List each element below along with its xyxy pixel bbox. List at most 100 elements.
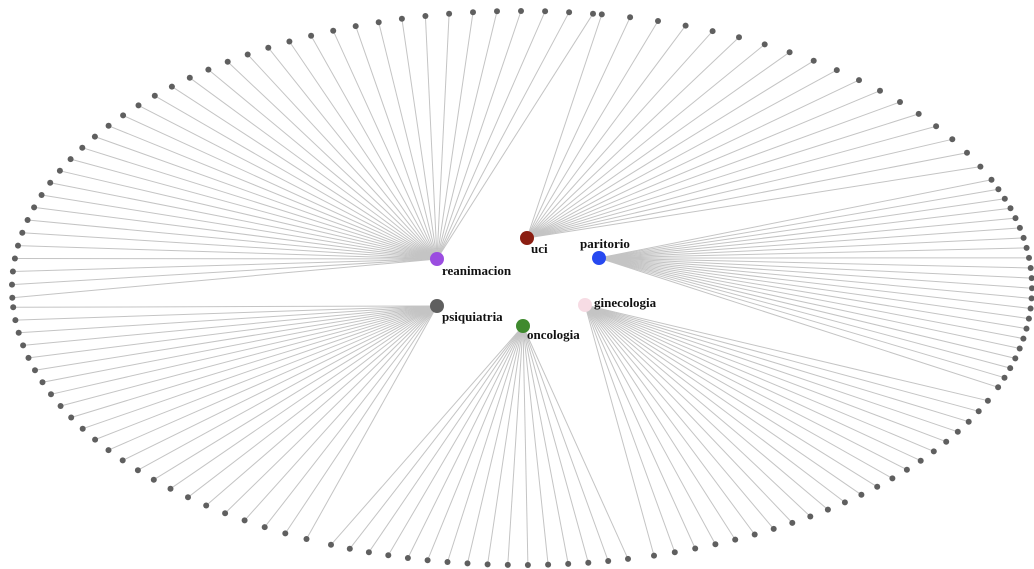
leaf-node-ginecologia[interactable] [889, 475, 896, 482]
leaf-node-paritorio[interactable] [1016, 345, 1023, 352]
leaf-node-psiquiatria[interactable] [134, 467, 141, 474]
leaf-node-oncologia[interactable] [365, 549, 372, 556]
leaf-node-paritorio[interactable] [1026, 254, 1032, 261]
leaf-node-reanimacion[interactable] [352, 23, 359, 30]
leaf-node-psiquiatria[interactable] [150, 476, 157, 483]
leaf-node-uci[interactable] [877, 87, 883, 94]
leaf-node-psiquiatria[interactable] [203, 502, 210, 509]
leaf-node-paritorio[interactable] [1020, 234, 1027, 241]
leaf-node-ginecologia[interactable] [943, 438, 950, 445]
leaf-node-reanimacion[interactable] [330, 27, 337, 34]
leaf-node-psiquiatria[interactable] [167, 485, 174, 492]
hub-node-paritorio[interactable]: paritorio [580, 236, 630, 265]
leaf-node-paritorio[interactable] [1007, 365, 1014, 372]
leaf-node-reanimacion[interactable] [308, 32, 315, 39]
leaf-node-reanimacion[interactable] [120, 112, 127, 119]
leaf-node-paritorio[interactable] [995, 384, 1002, 391]
leaf-node-reanimacion[interactable] [15, 242, 21, 249]
leaf-node-paritorio[interactable] [1027, 265, 1034, 271]
leaf-node-reanimacion[interactable] [205, 66, 212, 73]
leaf-node-uci[interactable] [598, 11, 605, 18]
leaf-node-reanimacion[interactable] [19, 229, 26, 236]
leaf-node-ginecologia[interactable] [807, 513, 814, 520]
leaf-node-paritorio[interactable] [1028, 295, 1034, 302]
leaf-node-reanimacion[interactable] [67, 156, 74, 163]
leaf-node-reanimacion[interactable] [9, 268, 16, 275]
leaf-node-ginecologia[interactable] [874, 483, 881, 490]
leaf-node-oncologia[interactable] [424, 557, 431, 564]
leaf-node-reanimacion[interactable] [566, 9, 573, 16]
leaf-node-oncologia[interactable] [605, 558, 612, 564]
leaf-node-reanimacion[interactable] [9, 281, 15, 288]
leaf-node-psiquiatria[interactable] [32, 367, 38, 374]
leaf-node-reanimacion[interactable] [542, 8, 549, 15]
leaf-node-oncologia[interactable] [504, 561, 511, 568]
leaf-node-ginecologia[interactable] [789, 519, 796, 526]
leaf-node-uci[interactable] [833, 67, 840, 74]
leaf-node-reanimacion[interactable] [151, 92, 158, 99]
leaf-node-psiquiatria[interactable] [39, 379, 46, 386]
leaf-node-reanimacion[interactable] [79, 144, 86, 151]
leaf-node-reanimacion[interactable] [186, 74, 193, 81]
hub-circle[interactable] [520, 231, 534, 245]
leaf-node-uci[interactable] [933, 123, 940, 130]
leaf-node-paritorio[interactable] [1029, 285, 1034, 292]
leaf-node-ginecologia[interactable] [671, 549, 678, 556]
leaf-node-reanimacion[interactable] [105, 122, 112, 129]
leaf-node-reanimacion[interactable] [47, 179, 54, 186]
leaf-node-uci[interactable] [655, 18, 661, 24]
leaf-node-uci[interactable] [736, 34, 742, 41]
leaf-node-uci[interactable] [915, 110, 922, 117]
leaf-node-oncologia[interactable] [404, 555, 411, 561]
leaf-node-psiquiatria[interactable] [241, 517, 248, 524]
leaf-node-ginecologia[interactable] [770, 525, 777, 532]
leaf-node-reanimacion[interactable] [38, 192, 45, 198]
leaf-node-oncologia[interactable] [464, 560, 471, 567]
leaf-node-paritorio[interactable] [1012, 215, 1019, 222]
leaf-node-oncologia[interactable] [346, 545, 353, 552]
leaf-node-ginecologia[interactable] [651, 552, 657, 559]
leaf-node-psiquiatria[interactable] [119, 457, 126, 464]
leaf-node-reanimacion[interactable] [31, 204, 38, 211]
leaf-node-oncologia[interactable] [545, 561, 552, 568]
leaf-node-reanimacion[interactable] [168, 83, 175, 90]
leaf-node-ginecologia[interactable] [975, 408, 982, 415]
leaf-node-psiquiatria[interactable] [185, 494, 191, 501]
hub-circle[interactable] [516, 319, 530, 333]
leaf-node-paritorio[interactable] [1001, 374, 1008, 381]
leaf-node-reanimacion[interactable] [470, 9, 476, 16]
hub-circle[interactable] [430, 299, 444, 313]
leaf-node-oncologia[interactable] [625, 555, 631, 562]
leaf-node-ginecologia[interactable] [732, 536, 739, 543]
hub-node-reanimacion[interactable]: reanimacion [430, 252, 512, 278]
leaf-node-paritorio[interactable] [1028, 275, 1034, 282]
leaf-node-psiquiatria[interactable] [68, 414, 75, 421]
leaf-node-reanimacion[interactable] [590, 10, 596, 17]
leaf-node-uci[interactable] [949, 136, 956, 143]
leaf-node-oncologia[interactable] [565, 560, 572, 567]
leaf-node-ginecologia[interactable] [751, 531, 758, 538]
leaf-node-oncologia[interactable] [444, 559, 451, 565]
leaf-node-oncologia[interactable] [328, 541, 334, 548]
leaf-node-ginecologia[interactable] [930, 448, 937, 455]
hub-node-oncologia[interactable]: oncologia [516, 319, 580, 342]
leaf-node-uci[interactable] [761, 41, 768, 48]
leaf-node-psiquiatria[interactable] [79, 425, 86, 432]
leaf-node-uci[interactable] [856, 77, 862, 84]
leaf-node-psiquiatria[interactable] [48, 391, 54, 398]
leaf-node-ginecologia[interactable] [984, 397, 991, 404]
leaf-node-paritorio[interactable] [1001, 195, 1008, 202]
leaf-node-paritorio[interactable] [1012, 355, 1019, 362]
leaf-node-paritorio[interactable] [988, 176, 995, 183]
leaf-node-uci[interactable] [627, 14, 634, 21]
leaf-node-paritorio[interactable] [1025, 315, 1032, 322]
leaf-node-reanimacion[interactable] [56, 167, 63, 174]
leaf-node-ginecologia[interactable] [954, 428, 961, 435]
leaf-node-ginecologia[interactable] [903, 466, 910, 473]
leaf-node-psiquiatria[interactable] [222, 510, 229, 517]
leaf-node-uci[interactable] [709, 28, 716, 35]
leaf-node-ginecologia[interactable] [824, 506, 831, 513]
leaf-node-reanimacion[interactable] [224, 58, 231, 65]
leaf-node-uci[interactable] [786, 49, 793, 56]
leaf-node-paritorio[interactable] [995, 186, 1002, 193]
